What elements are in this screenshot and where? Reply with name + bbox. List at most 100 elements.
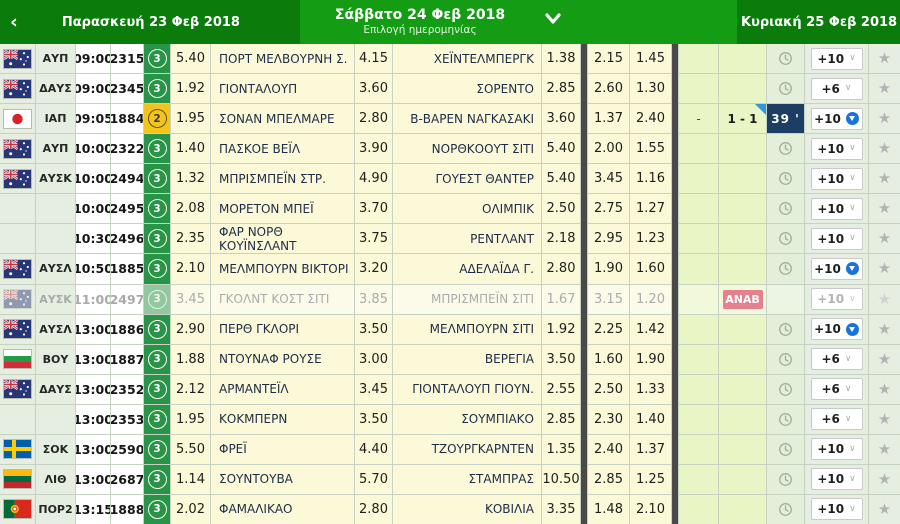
more-markets-button[interactable]: +6 ∨ <box>810 348 863 371</box>
odd-away-button[interactable]: 1.92 <box>542 314 580 344</box>
odd-under-button[interactable]: 2.10 <box>630 494 671 524</box>
odd-home-button[interactable]: 1.40 <box>171 134 210 164</box>
odd-home-button[interactable]: 1.32 <box>171 164 210 194</box>
odd-over-button[interactable]: 1.48 <box>588 494 629 524</box>
odd-away-button[interactable]: 2.18 <box>542 224 580 254</box>
favorite-star-icon[interactable]: ★ <box>877 109 892 128</box>
odd-under-button[interactable]: 1.25 <box>630 464 671 494</box>
next-day-tab[interactable]: Κυριακή 25 Φεβ 2018 › <box>737 0 900 44</box>
odd-under-button[interactable]: 1.42 <box>630 314 671 344</box>
odd-over-button[interactable]: 2.75 <box>588 194 629 224</box>
more-markets-button[interactable]: +10 ∨ <box>810 498 863 521</box>
favorite-star-icon[interactable]: ★ <box>877 499 892 518</box>
odd-draw-button[interactable]: 5.70 <box>355 464 392 494</box>
favorite-star-icon[interactable]: ★ <box>877 259 892 278</box>
odd-home-button[interactable]: 2.10 <box>171 254 210 284</box>
favorite-star-icon[interactable]: ★ <box>877 319 892 338</box>
favorite-star-icon[interactable]: ★ <box>877 139 892 158</box>
odd-draw-button[interactable]: 4.40 <box>355 434 392 464</box>
odd-under-button[interactable]: 1.30 <box>630 74 671 104</box>
chevron-left-icon[interactable]: ‹ <box>10 10 18 33</box>
more-markets-button[interactable]: +6 ∨ <box>810 77 863 100</box>
odd-home-button[interactable]: 2.12 <box>171 374 210 404</box>
odd-draw-button[interactable]: 3.90 <box>355 134 392 164</box>
odd-over-button[interactable]: 2.85 <box>588 464 629 494</box>
odd-over-button[interactable]: 3.45 <box>588 164 629 194</box>
more-markets-button[interactable]: +10 ∨ <box>810 468 863 491</box>
more-markets-button[interactable]: +6 ∨ <box>810 408 863 431</box>
odd-home-button[interactable]: 1.88 <box>171 344 210 374</box>
odd-over-button[interactable]: 2.50 <box>588 374 629 404</box>
odd-home-button[interactable]: 1.95 <box>171 104 210 134</box>
odd-home-button[interactable]: 1.92 <box>171 74 210 104</box>
favorite-star-icon[interactable]: ★ <box>877 409 892 428</box>
odd-under-button[interactable]: 1.33 <box>630 374 671 404</box>
odd-home-button[interactable]: 2.02 <box>171 494 210 524</box>
odd-home-button[interactable]: 5.50 <box>171 434 210 464</box>
odd-under-button[interactable]: 1.16 <box>630 164 671 194</box>
odd-draw-button[interactable]: 4.15 <box>355 44 392 74</box>
odd-away-button[interactable]: 3.50 <box>542 344 580 374</box>
odd-away-button[interactable]: 2.55 <box>542 374 580 404</box>
more-markets-button[interactable]: +10 ∨ <box>810 438 863 461</box>
odd-over-button[interactable]: 2.00 <box>588 134 629 164</box>
chevron-down-icon[interactable] <box>545 13 561 25</box>
more-markets-button[interactable]: +10 ∨ <box>810 47 863 70</box>
odd-under-button[interactable]: 1.55 <box>630 134 671 164</box>
more-markets-button[interactable]: +10 ∨ <box>810 197 863 220</box>
favorite-star-icon[interactable]: ★ <box>877 79 892 98</box>
favorite-star-icon[interactable]: ★ <box>877 439 892 458</box>
current-day-tab[interactable]: Σάββατο 24 Φεβ 2018 Επιλογή ημερομηνίας <box>300 0 737 44</box>
odd-away-button[interactable]: 1.38 <box>542 44 580 74</box>
odd-away-button[interactable]: 2.80 <box>542 254 580 284</box>
odd-under-button[interactable]: 1.40 <box>630 404 671 434</box>
odd-over-button[interactable]: 1.37 <box>588 104 629 134</box>
odd-draw-button[interactable]: 4.90 <box>355 164 392 194</box>
more-markets-button[interactable]: +10 <box>810 318 863 341</box>
favorite-star-icon[interactable]: ★ <box>877 379 892 398</box>
odd-away-button[interactable]: 2.50 <box>542 194 580 224</box>
odd-over-button[interactable]: 2.60 <box>588 74 629 104</box>
odd-away-button[interactable]: 2.85 <box>542 404 580 434</box>
favorite-star-icon[interactable]: ★ <box>877 49 892 68</box>
odd-home-button[interactable]: 1.95 <box>171 404 210 434</box>
odd-home-button[interactable]: 2.35 <box>171 224 210 254</box>
favorite-star-icon[interactable]: ★ <box>877 169 892 188</box>
favorite-star-icon[interactable]: ★ <box>877 229 892 248</box>
odd-away-button[interactable]: 1.35 <box>542 434 580 464</box>
odd-over-button[interactable]: 2.15 <box>588 44 629 74</box>
odd-over-button[interactable]: 1.90 <box>588 254 629 284</box>
odd-away-button[interactable]: 2.85 <box>542 74 580 104</box>
favorite-star-icon[interactable]: ★ <box>877 199 892 218</box>
prev-day-tab[interactable]: ‹ Παρασκευή 23 Φεβ 2018 <box>0 0 300 44</box>
odd-draw-button[interactable]: 2.80 <box>355 104 392 134</box>
odd-draw-button[interactable]: 3.70 <box>355 194 392 224</box>
odd-under-button[interactable]: 1.90 <box>630 344 671 374</box>
odd-under-button[interactable]: 1.60 <box>630 254 671 284</box>
odd-draw-button[interactable]: 3.20 <box>355 254 392 284</box>
more-markets-button[interactable]: +10 ∨ <box>810 137 863 160</box>
odd-home-button[interactable]: 5.40 <box>171 44 210 74</box>
odd-over-button[interactable]: 2.25 <box>588 314 629 344</box>
odd-draw-button[interactable]: 3.45 <box>355 374 392 404</box>
odd-draw-button[interactable]: 3.50 <box>355 404 392 434</box>
odd-draw-button[interactable]: 3.60 <box>355 74 392 104</box>
odd-away-button[interactable]: 3.60 <box>542 104 580 134</box>
odd-away-button[interactable]: 5.40 <box>542 134 580 164</box>
odd-under-button[interactable]: 1.37 <box>630 434 671 464</box>
odd-over-button[interactable]: 2.30 <box>588 404 629 434</box>
more-markets-button[interactable]: +6 ∨ <box>810 378 863 401</box>
more-markets-button[interactable]: +10 ∨ <box>810 167 863 190</box>
odd-away-button[interactable]: 5.40 <box>542 164 580 194</box>
more-markets-button[interactable]: +10 ∨ <box>810 227 863 250</box>
odd-over-button[interactable]: 1.60 <box>588 344 629 374</box>
favorite-star-icon[interactable]: ★ <box>877 469 892 488</box>
odd-draw-button[interactable]: 3.00 <box>355 344 392 374</box>
odd-under-button[interactable]: 1.27 <box>630 194 671 224</box>
odd-draw-button[interactable]: 2.80 <box>355 494 392 524</box>
odd-under-button[interactable]: 1.45 <box>630 44 671 74</box>
odd-home-button[interactable]: 2.08 <box>171 194 210 224</box>
odd-draw-button[interactable]: 3.75 <box>355 224 392 254</box>
more-markets-button[interactable]: +10 <box>810 257 863 280</box>
odd-under-button[interactable]: 1.23 <box>630 224 671 254</box>
